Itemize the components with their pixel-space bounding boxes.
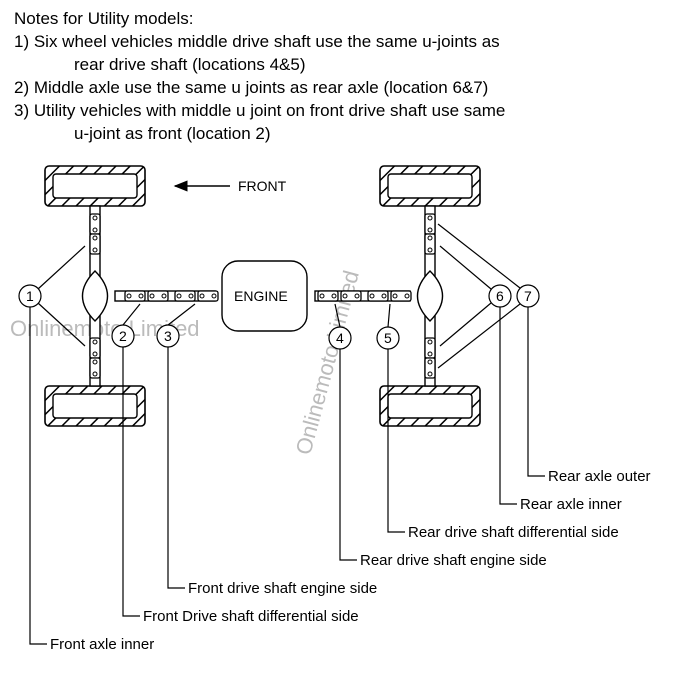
label-front-ds-diff: Front Drive shaft differential side bbox=[143, 608, 359, 625]
notes-block: Notes for Utility models: 1) Six wheel v… bbox=[0, 0, 700, 146]
label-rear-axle-inner: Rear axle inner bbox=[520, 496, 622, 513]
note-1a: 1) Six wheel vehicles middle drive shaft… bbox=[14, 31, 686, 54]
label-front-ds-eng: Front drive shaft engine side bbox=[188, 580, 377, 597]
label-front-axle-inner: Front axle inner bbox=[50, 636, 154, 653]
wheel-rear-top bbox=[380, 166, 480, 206]
ujoint-rear-bot-inner bbox=[425, 338, 435, 358]
ujoint-h-3 bbox=[175, 291, 195, 301]
num-3: 3 bbox=[164, 328, 172, 344]
note-2: 2) Middle axle use the same u joints as … bbox=[14, 77, 686, 100]
ujoint-front-top-inner bbox=[90, 234, 100, 254]
front-label: FRONT bbox=[238, 178, 287, 194]
rear-diff bbox=[418, 271, 443, 321]
label-rear-ds-diff: Rear drive shaft differential side bbox=[408, 524, 619, 541]
wheel-front-bot bbox=[45, 386, 145, 426]
front-diff bbox=[83, 271, 108, 321]
ujoint-h-4 bbox=[318, 291, 338, 301]
engine-label: ENGINE bbox=[234, 288, 288, 304]
num-7: 7 bbox=[524, 288, 532, 304]
wheel-rear-bot bbox=[380, 386, 480, 426]
num-5: 5 bbox=[384, 330, 392, 346]
ujoint-front-bot-outer bbox=[90, 358, 100, 378]
ujoint-rear-top-outer bbox=[425, 214, 435, 234]
wheel-front-top bbox=[45, 166, 145, 206]
ujoint-rear-top-inner bbox=[425, 234, 435, 254]
notes-title: Notes for Utility models: bbox=[14, 8, 686, 31]
num-2: 2 bbox=[119, 328, 127, 344]
ujoint-h-2b bbox=[148, 291, 168, 301]
ujoint-h-2 bbox=[125, 291, 145, 301]
num-6: 6 bbox=[496, 288, 504, 304]
note-3b: u-joint as front (location 2) bbox=[14, 123, 686, 146]
ujoint-h-4b bbox=[341, 291, 361, 301]
label-rear-axle-outer: Rear axle outer bbox=[548, 468, 651, 485]
ujoint-h-5b bbox=[391, 291, 411, 301]
ujoint-h-5 bbox=[368, 291, 388, 301]
label-rear-ds-eng: Rear drive shaft engine side bbox=[360, 552, 547, 569]
ujoint-front-top-outer bbox=[90, 214, 100, 234]
diagram: Onlinemoto Limited Onlinemoto Limited FR… bbox=[0, 146, 700, 686]
ujoint-h-3b bbox=[198, 291, 218, 301]
num-1: 1 bbox=[26, 288, 34, 304]
note-3a: 3) Utility vehicles with middle u joint … bbox=[14, 100, 686, 123]
num-4: 4 bbox=[336, 330, 344, 346]
ujoint-rear-bot-outer bbox=[425, 358, 435, 378]
ujoint-front-bot-inner bbox=[90, 338, 100, 358]
note-1b: rear drive shaft (locations 4&5) bbox=[14, 54, 686, 77]
